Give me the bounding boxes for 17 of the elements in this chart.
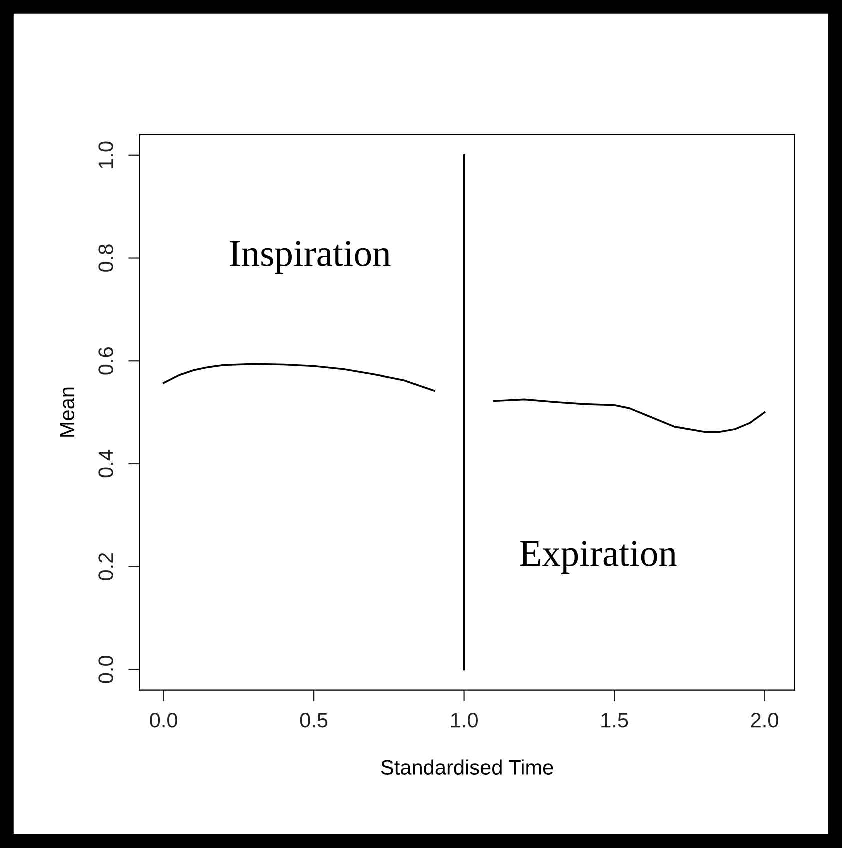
x-axis-title: Standardised Time (381, 760, 554, 775)
x-tick-label: 1.0 (451, 713, 478, 728)
x-tick-label: 1.5 (602, 713, 628, 728)
x-tick-label: 0.5 (300, 713, 328, 728)
line-series (493, 398, 766, 433)
annotation: Expiration (520, 541, 677, 574)
x-tick-label: 0.0 (150, 713, 178, 728)
y-tick-label: 0.4 (98, 450, 114, 478)
y-tick-label: 0.2 (98, 553, 114, 581)
y-tick-label: 0.0 (98, 656, 114, 684)
y-tick-label: 0.8 (98, 244, 114, 272)
annotation: Inspiration (230, 241, 391, 274)
y-axis-title: Mean (60, 388, 75, 437)
y-tick-label: 0.6 (98, 348, 114, 375)
y-tick-label: 1.0 (98, 142, 114, 168)
line-series (162, 363, 436, 392)
x-tick-label: 2.0 (751, 713, 778, 728)
